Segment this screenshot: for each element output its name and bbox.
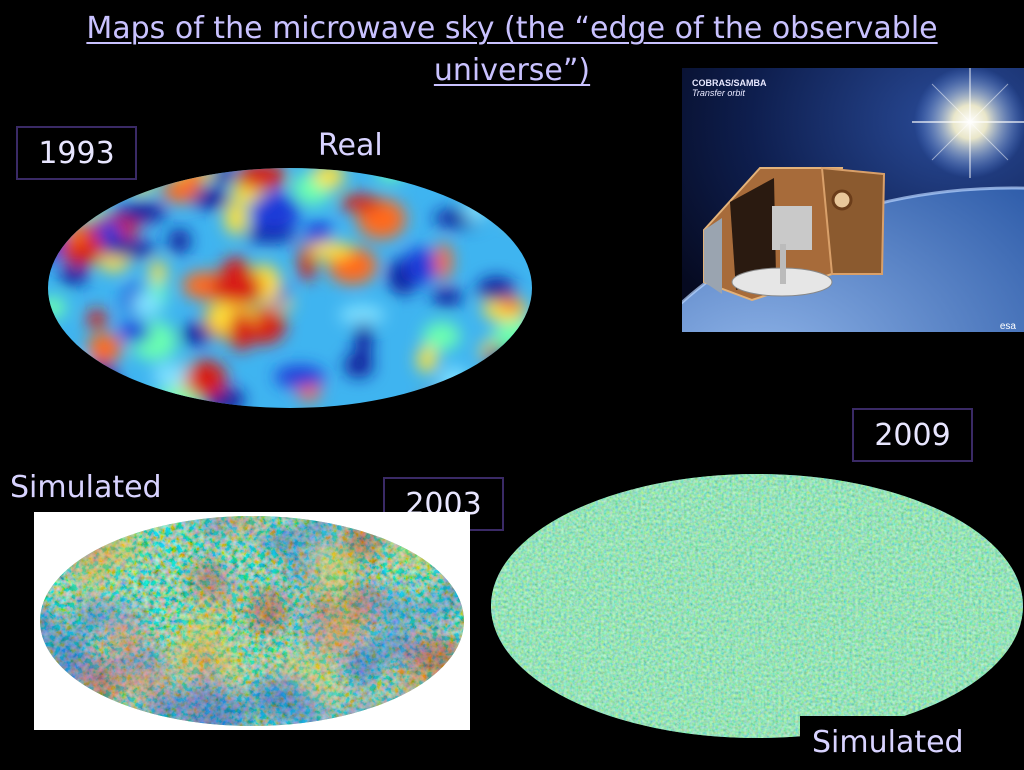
photo-caption-subtitle: Transfer orbit [692, 88, 745, 98]
simulated-label-2009: Simulated [800, 716, 1024, 768]
sky-map-2009 [491, 474, 1023, 738]
year-1993-box: 1993 [16, 126, 137, 180]
photo-caption-title: COBRAS/SAMBA [692, 78, 767, 88]
satellite-photo: COBRAS/SAMBA Transfer orbit esa [682, 68, 1024, 332]
slide-title: Maps of the microwave sky (the “edge of … [86, 11, 938, 88]
photo-caption: COBRAS/SAMBA Transfer orbit [692, 78, 767, 98]
esa-watermark: esa [999, 321, 1016, 332]
sky-map-1993 [48, 168, 532, 408]
simulated-label-2003: Simulated [10, 470, 162, 505]
sky-map-2003 [40, 516, 464, 726]
year-2009-box: 2009 [852, 408, 973, 462]
real-label: Real [318, 128, 383, 163]
